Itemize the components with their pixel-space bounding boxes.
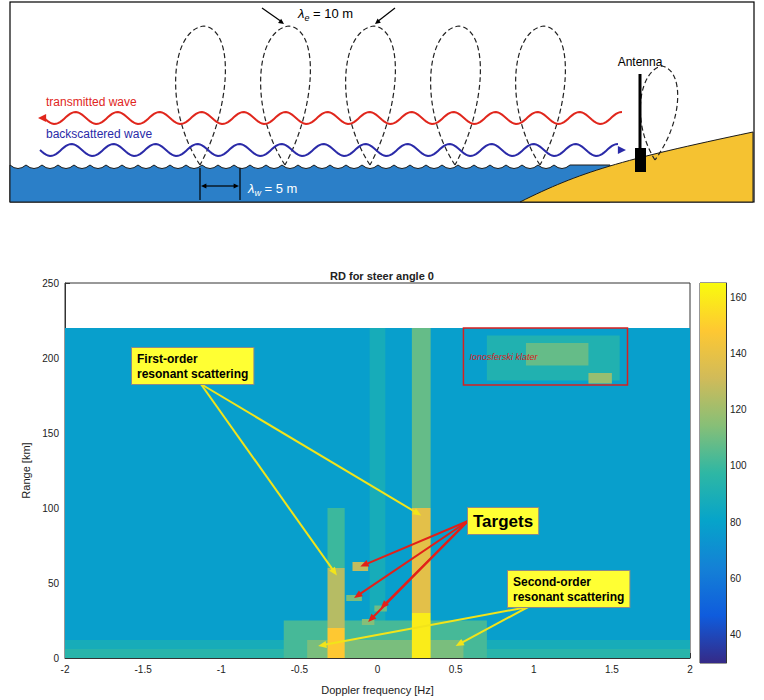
- svg-text:-2: -2: [61, 664, 70, 675]
- svg-text:-1: -1: [217, 664, 226, 675]
- svg-text:backscattered wave: backscattered wave: [46, 127, 152, 141]
- svg-text:resonant scattering: resonant scattering: [513, 590, 624, 604]
- svg-text:60: 60: [730, 573, 742, 584]
- svg-text:Range [km]: Range [km]: [20, 442, 32, 498]
- svg-text:250: 250: [42, 278, 59, 289]
- svg-text:140: 140: [730, 348, 747, 359]
- svg-text:0: 0: [375, 664, 381, 675]
- svg-text:Second-order: Second-order: [513, 575, 591, 589]
- svg-text:50: 50: [48, 578, 60, 589]
- svg-text:160: 160: [730, 292, 747, 303]
- svg-text:200: 200: [42, 353, 59, 364]
- svg-text:λe = 10 m: λe = 10 m: [297, 6, 353, 23]
- svg-text:100: 100: [730, 460, 747, 471]
- svg-text:40: 40: [730, 629, 742, 640]
- svg-text:120: 120: [730, 404, 747, 415]
- svg-text:Doppler frequency [Hz]: Doppler frequency [Hz]: [321, 684, 434, 696]
- svg-text:-0.5: -0.5: [291, 664, 309, 675]
- svg-text:-1.5: -1.5: [135, 664, 153, 675]
- svg-text:0: 0: [53, 653, 59, 664]
- svg-text:transmitted wave: transmitted wave: [46, 95, 137, 109]
- svg-text:λw = 5 m: λw = 5 m: [247, 181, 297, 198]
- svg-text:Targets: Targets: [473, 512, 533, 531]
- svg-text:0.5: 0.5: [449, 664, 463, 675]
- svg-text:2: 2: [687, 664, 693, 675]
- svg-text:First-order: First-order: [137, 352, 198, 366]
- svg-text:1: 1: [531, 664, 537, 675]
- svg-text:RD for steer angle 0: RD for steer angle 0: [330, 270, 434, 282]
- svg-text:150: 150: [42, 428, 59, 439]
- svg-text:Ionosferski klater: Ionosferski klater: [469, 352, 538, 362]
- svg-text:1.5: 1.5: [605, 664, 619, 675]
- svg-text:80: 80: [730, 517, 742, 528]
- svg-text:Antenna: Antenna: [618, 55, 663, 69]
- svg-text:resonant scattering: resonant scattering: [137, 367, 248, 381]
- svg-text:100: 100: [42, 503, 59, 514]
